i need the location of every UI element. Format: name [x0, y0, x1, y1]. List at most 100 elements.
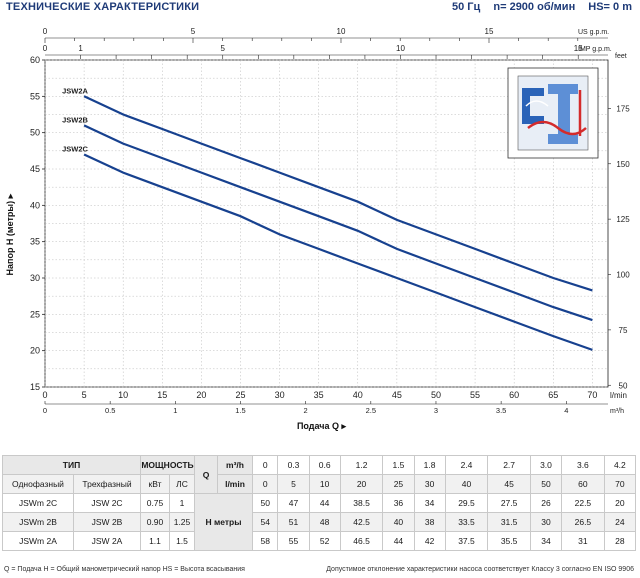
- power-hp: 1.5: [169, 531, 195, 551]
- head-cell: 26.5: [561, 512, 605, 532]
- x-tick-label: 30: [275, 390, 285, 400]
- q-header: Q: [194, 455, 218, 494]
- power-kw: 0.75: [140, 493, 170, 513]
- lmin-cell: 10: [308, 474, 341, 494]
- lmin-cell: 45: [487, 474, 531, 494]
- lmin-cell: 25: [382, 474, 415, 494]
- lmin-cell: 0: [251, 474, 279, 494]
- series-layer: JSW2A JSW2B JSW2C: [62, 86, 593, 351]
- lmin-unit: l/min: [217, 474, 253, 494]
- x-tick-label: 45: [392, 390, 402, 400]
- m3h-cell: 3.0: [529, 455, 563, 475]
- head-cell: 42.5: [339, 512, 384, 532]
- x-tick-label: 55: [470, 390, 480, 400]
- y-tick-label: 35: [30, 237, 40, 247]
- head-cell: 22.5: [561, 493, 605, 513]
- m3h-cell: 0: [251, 455, 279, 475]
- x-tick-label: 70: [587, 390, 597, 400]
- h-header: H метры: [194, 493, 253, 551]
- series-line-jsw2b: [83, 124, 593, 322]
- m3h-tick-label: 1.5: [235, 406, 245, 415]
- y-tick-label: 30: [30, 273, 40, 283]
- specifications-table: ТИП МОЩНОСТЬ Q m³/h 0 0.3 0.6 1.2 1.5 1.…: [2, 455, 637, 551]
- model-single: JSWm 2C: [2, 493, 74, 513]
- m3h-cell: 0.6: [308, 455, 341, 475]
- head-cell: 54: [251, 512, 279, 532]
- imp-gpm-tick-label: 0: [43, 44, 48, 53]
- head-cell: 55: [277, 531, 310, 551]
- m3h-tick-label: 2.5: [366, 406, 376, 415]
- head-cell: 34: [413, 493, 446, 513]
- m3h-unit-label: m³/h: [610, 408, 624, 415]
- kw-header: кВт: [140, 474, 170, 494]
- x-tick-label: 50: [431, 390, 441, 400]
- y-tick-label: 15: [30, 382, 40, 392]
- page-title: ТЕХНИЧЕСКИЕ ХАРАКТЕРИСТИКИ: [6, 1, 200, 13]
- series-label: JSW2C: [62, 144, 88, 153]
- head-cell: 42: [413, 531, 446, 551]
- feet-tick-label: 125: [616, 215, 630, 224]
- m3h-cell: 2.7: [487, 455, 531, 475]
- head-cell: 26: [529, 493, 563, 513]
- m3h-tick-label: 3.5: [496, 406, 506, 415]
- x-tick-label: 35: [314, 390, 324, 400]
- lmin-cell: 60: [561, 474, 605, 494]
- y-tick-label: 25: [30, 309, 40, 319]
- hp-header: ЛС: [169, 474, 195, 494]
- head-cell: 35.5: [487, 531, 531, 551]
- lmin-cell: 40: [444, 474, 489, 494]
- imp-gpm-tick-label: 10: [396, 44, 405, 53]
- table-row: JSWm 2B JSW 2B 0.90 1.25 54 51 48 42.5 4…: [2, 512, 637, 532]
- m3h-cell: 0.3: [277, 455, 310, 475]
- model-single: JSWm 2A: [2, 531, 74, 551]
- head-cell: 51: [277, 512, 310, 532]
- head-cell: 48: [308, 512, 341, 532]
- single-phase-header: Однофазный: [2, 474, 74, 494]
- imp-gpm-tick-label: 15: [574, 44, 583, 53]
- speed-label: n= 2900 об/мин: [493, 1, 576, 13]
- operating-conditions: 50 Гц n= 2900 об/мин HS= 0 m: [442, 1, 632, 13]
- lmin-cell: 30: [413, 474, 446, 494]
- head-cell: 33.5: [444, 512, 489, 532]
- lmin-cell: 20: [339, 474, 384, 494]
- head-cell: 34: [529, 531, 563, 551]
- feet-tick-label: 50: [619, 381, 628, 390]
- feet-tick-label: 175: [616, 104, 630, 113]
- lmin-cell: 70: [603, 474, 637, 494]
- table-row: JSWm 2C JSW 2C 0.75 1 H метры 50 47 44 3…: [2, 493, 637, 551]
- x-axis-title: Подача Q ▸: [297, 421, 347, 431]
- feet-unit: feet: [615, 53, 627, 60]
- series-label: JSW2B: [62, 115, 88, 124]
- frequency-label: 50 Гц: [452, 1, 481, 13]
- head-cell: 29.5: [444, 493, 489, 513]
- y-tick-label: 45: [30, 164, 40, 174]
- head-cell: 46.5: [339, 531, 384, 551]
- series-label: JSW2A: [62, 86, 88, 95]
- head-cell: 44: [382, 531, 415, 551]
- m3h-cell: 4.2: [603, 455, 637, 475]
- model-three: JSW 2C: [73, 493, 141, 513]
- head-cell: 31: [561, 531, 605, 551]
- table-row: JSWm 2A JSW 2A 1.1 1.5 58 55 52 46.5 44 …: [2, 531, 637, 551]
- us-gpm-tick-label: 5: [191, 27, 196, 36]
- head-cell: 50: [251, 493, 279, 513]
- head-cell: 28: [603, 531, 637, 551]
- us-gpm-tick-label: 0: [43, 27, 48, 36]
- head-cell: 36: [382, 493, 415, 513]
- x-tick-label: 25: [235, 390, 245, 400]
- header: ТЕХНИЧЕСКИЕ ХАРАКТЕРИСТИКИ 50 Гц n= 2900…: [0, 0, 640, 16]
- type-header: ТИП: [2, 455, 141, 475]
- feet-tick-label: 75: [619, 326, 628, 335]
- head-cell: 52: [308, 531, 341, 551]
- series-line-jsw2a: [83, 95, 593, 292]
- suction-height-label: HS= 0 m: [588, 1, 632, 13]
- series-line-jsw2c: [83, 153, 593, 351]
- power-kw: 1.1: [140, 531, 170, 551]
- m3h-tick-label: 0: [43, 406, 47, 415]
- m3h-tick-label: 3: [434, 406, 438, 415]
- lmin-cell: 5: [277, 474, 310, 494]
- lmin-cell: 50: [529, 474, 563, 494]
- us-gpm-tick-label: 10: [337, 27, 346, 36]
- head-cell: 38: [413, 512, 446, 532]
